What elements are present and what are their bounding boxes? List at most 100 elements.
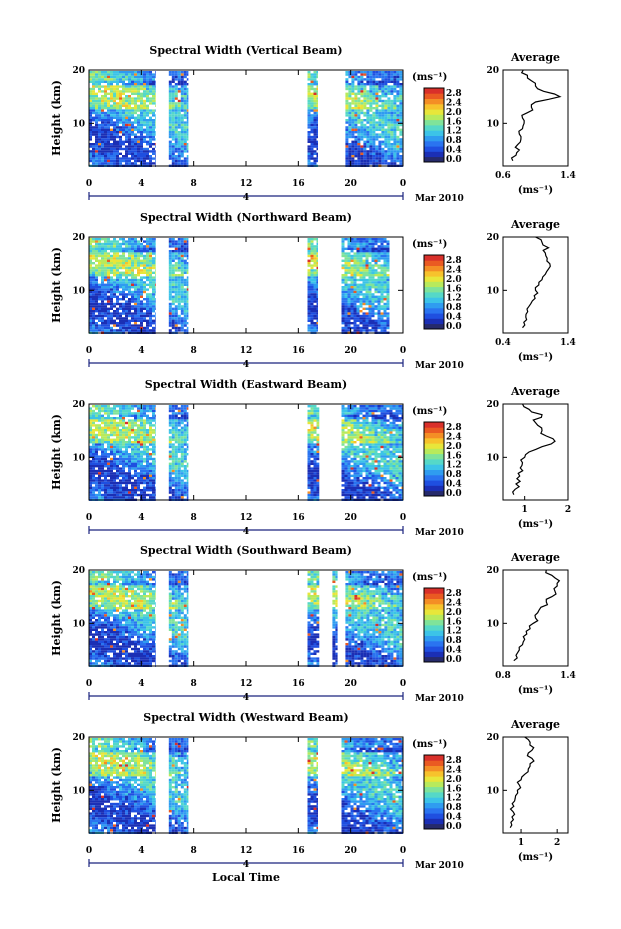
heatmap-cell xyxy=(131,436,134,439)
heatmap-cell xyxy=(155,453,156,456)
heatmap-cell xyxy=(143,140,146,143)
heatmap-cell xyxy=(113,262,116,265)
heatmap-cell xyxy=(125,326,128,330)
heatmap-cell xyxy=(399,107,403,110)
heatmap-cell xyxy=(152,119,155,122)
average-frame xyxy=(502,69,569,167)
heatmap-cell xyxy=(360,126,364,129)
heatmap-cell xyxy=(183,329,187,332)
heatmap-cell xyxy=(174,95,178,98)
heatmap-cell xyxy=(143,85,146,88)
heatmap-cell xyxy=(95,307,98,310)
heatmap-cell xyxy=(149,97,152,100)
heatmap-cell xyxy=(168,441,172,444)
heatmap-cell xyxy=(110,481,113,485)
panel-title: Spectral Width (Eastward Beam) xyxy=(145,378,347,391)
heatmap-cell xyxy=(174,147,178,151)
heatmap-cell xyxy=(177,83,181,86)
heatmap-cell xyxy=(174,460,178,463)
heatmap-cell xyxy=(146,240,149,243)
heatmap-cell xyxy=(104,469,107,473)
heatmap-cell xyxy=(313,298,317,301)
heatmap-cell xyxy=(128,322,131,325)
heatmap-cell xyxy=(95,133,98,136)
heatmap-cell xyxy=(362,295,366,298)
heatmap-cell xyxy=(131,286,134,289)
heatmap-cell xyxy=(104,128,107,131)
heatmap-cell xyxy=(122,252,125,255)
heatmap-cell xyxy=(116,162,119,165)
heatmap-cell xyxy=(95,159,98,163)
heatmap-cell xyxy=(383,302,387,306)
heatmap-cell xyxy=(101,162,104,165)
heatmap-cell xyxy=(107,455,110,458)
heatmap-cell xyxy=(177,126,181,129)
heatmap-cell xyxy=(348,155,352,158)
heatmap-cell xyxy=(386,322,390,325)
heatmap-cell xyxy=(171,465,175,468)
heatmap-cell xyxy=(140,123,143,127)
heatmap-cell xyxy=(381,92,385,95)
colorbar-swatch xyxy=(424,98,444,105)
heatmap-cell xyxy=(396,123,400,127)
heatmap-cell xyxy=(186,121,189,124)
heatmap-cell xyxy=(101,419,104,422)
heatmap-cell xyxy=(104,419,107,422)
heatmap-cell xyxy=(375,138,379,141)
heatmap-cell xyxy=(316,271,318,274)
heatmap-cell xyxy=(122,290,125,294)
heatmap-cell xyxy=(89,474,92,477)
heatmap-cell xyxy=(149,80,152,83)
heatmap-cell xyxy=(316,257,318,260)
heatmap-cell xyxy=(131,329,134,332)
heatmap-cell xyxy=(350,281,354,284)
heatmap-cell xyxy=(125,276,128,279)
heatmap-cell xyxy=(98,242,101,246)
heatmap-cell xyxy=(168,293,172,296)
heatmap-cell xyxy=(140,431,143,434)
heatmap-cell xyxy=(125,162,128,165)
heatmap-cell xyxy=(363,71,367,74)
heatmap-cell xyxy=(380,298,384,301)
heatmap-cell xyxy=(155,491,156,494)
heatmap-cell xyxy=(125,109,128,112)
heatmap-cell xyxy=(375,90,379,93)
heatmap-cell xyxy=(155,90,156,93)
heatmap-cell xyxy=(98,247,101,250)
heatmap-cell xyxy=(368,302,372,306)
heatmap-cell xyxy=(122,240,125,243)
heatmap-cell xyxy=(380,307,384,310)
heatmap-cell xyxy=(366,157,370,160)
heatmap-cell xyxy=(155,97,156,100)
heatmap-cell xyxy=(119,128,122,131)
heatmap-cell xyxy=(137,290,140,294)
heatmap-cell xyxy=(101,138,104,141)
heatmap-cell xyxy=(377,247,381,250)
heatmap-cell xyxy=(131,107,134,110)
heatmap-cell xyxy=(372,157,376,160)
heatmap-cell xyxy=(101,133,104,136)
heatmap-cell xyxy=(119,286,122,289)
heatmap-cell xyxy=(171,123,175,127)
heatmap-cell xyxy=(92,278,95,282)
heatmap-cell xyxy=(313,281,317,284)
heatmap-cell xyxy=(134,324,137,327)
heatmap-cell xyxy=(354,73,358,76)
heatmap-cell xyxy=(95,269,98,272)
heatmap-cell xyxy=(131,111,134,115)
heatmap-cell xyxy=(155,426,156,429)
heatmap-cell xyxy=(356,259,360,262)
heatmap-cell xyxy=(92,95,95,98)
heatmap-cell xyxy=(131,491,134,494)
heatmap-cell xyxy=(177,143,181,146)
heatmap-cell xyxy=(131,71,134,74)
heatmap-cell xyxy=(174,111,178,115)
heatmap-cell xyxy=(92,493,95,497)
heatmap-cell xyxy=(143,414,146,417)
heatmap-cell xyxy=(177,319,181,322)
heatmap-cell xyxy=(186,474,189,477)
heatmap-cell xyxy=(381,104,385,107)
heatmap-cell xyxy=(125,448,128,451)
heatmap-cell xyxy=(310,276,314,279)
heatmap-cell xyxy=(344,305,348,308)
